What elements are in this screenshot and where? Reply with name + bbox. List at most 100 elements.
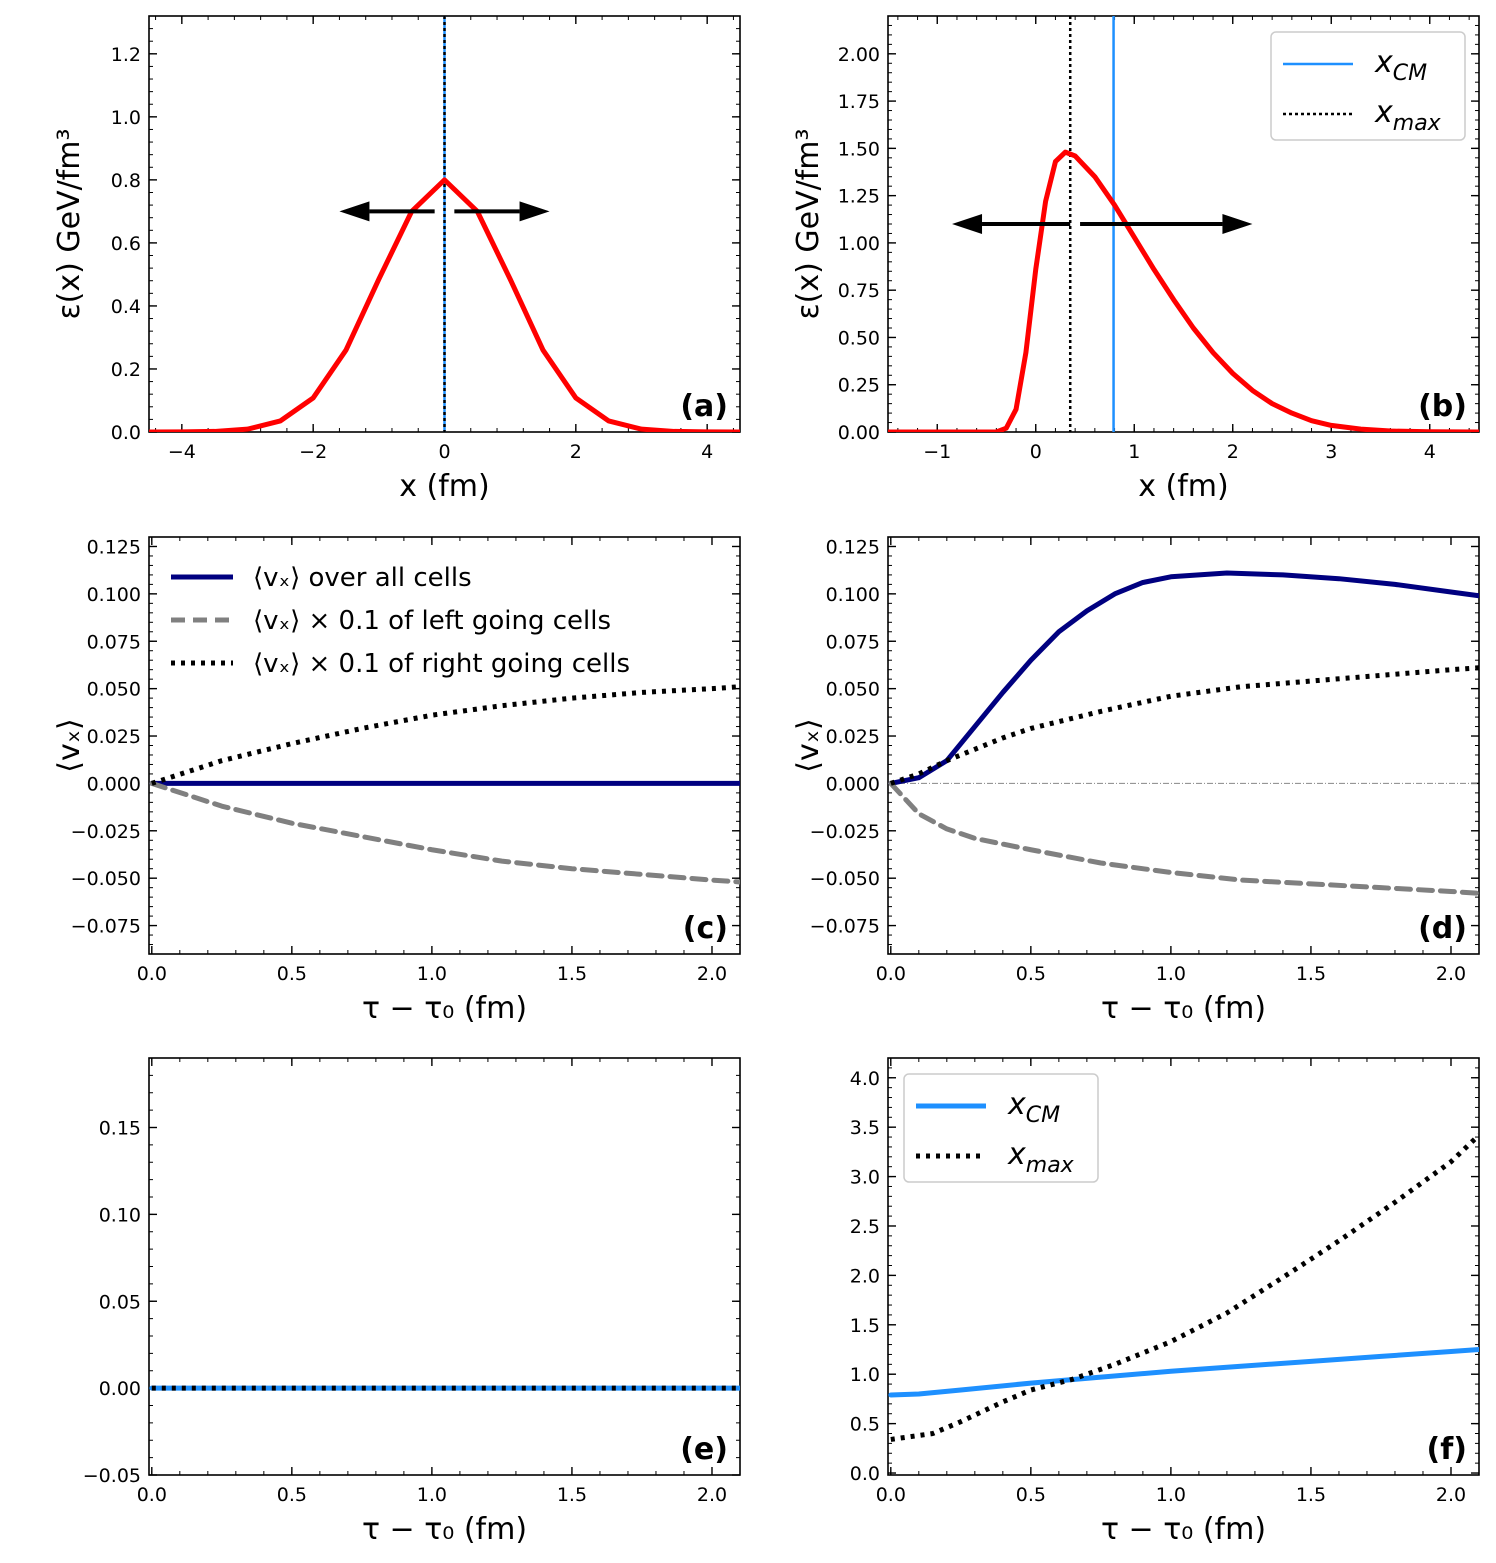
y-tick-label: 0.15 [99, 1118, 141, 1140]
series-line [149, 780, 740, 885]
legend-box [903, 1073, 1099, 1183]
y-tick-label: 0.025 [826, 726, 880, 748]
x-tick-label: 2.0 [1436, 963, 1466, 985]
x-axis-label: τ − τ₀ (fm) [362, 1512, 527, 1547]
legend-label: ⟨vₓ⟩ over all cells [253, 563, 472, 593]
data-layer [149, 684, 740, 885]
data-layer [888, 1133, 1479, 1442]
y-tick-label: 0.25 [838, 375, 880, 397]
x-tick-label: 0.5 [277, 1484, 307, 1506]
arrow-head [1222, 214, 1253, 234]
y-tick-label: 0.075 [826, 631, 880, 653]
series-line [889, 665, 1479, 786]
legend-label: ⟨vₓ⟩ × 0.1 of right going cells [253, 649, 630, 679]
series-line [888, 149, 1479, 432]
x-axis-label: x (fm) [1138, 469, 1228, 504]
x-tick-label: 0.0 [137, 963, 167, 985]
series-line [890, 1133, 1479, 1442]
x-tick-label: 1.0 [417, 1484, 447, 1506]
panel-a: −4 −2 0 2 4 0.0 0.2 0.4 0.6 0.8 1.0 1.2 x (fm) ε(x) G… [52, 15, 741, 504]
x-axis-label: τ − τ₀ (fm) [362, 991, 527, 1026]
y-tick-label: 1.0 [850, 1364, 880, 1386]
panel-label: (c) [683, 911, 728, 946]
y-axis-label: ⟨vₓ⟩ [791, 718, 826, 772]
panel-f: 0.0 0.5 1.0 1.5 2.0 0.0 0.5 1.0 1.5 2.0 2.5 3.0 3.5 4… [850, 1057, 1480, 1547]
x-tick-label: 0 [438, 441, 450, 463]
x-tick-label: 1.5 [557, 963, 587, 985]
y-tick-label: −0.025 [810, 821, 880, 843]
plot-frame [148, 536, 741, 955]
y-tick-label: 0.00 [838, 422, 880, 444]
x-tick-label: 2.0 [1436, 1484, 1466, 1506]
panel-label: (f) [1427, 1432, 1467, 1467]
y-tick-label: −0.050 [810, 868, 880, 890]
x-tick-label: 0.0 [876, 1484, 906, 1506]
panel-label: (e) [680, 1432, 728, 1467]
x-tick-label: −4 [168, 441, 196, 463]
data-layer [888, 570, 1479, 896]
y-tick-label: 0.050 [826, 679, 880, 701]
x-tick-label: 2 [570, 441, 582, 463]
y-tick-label: 0.050 [87, 679, 141, 701]
x-tick-label: 4 [1424, 441, 1436, 463]
y-tick-label: −0.025 [71, 821, 141, 843]
y-tick-label: 2.00 [838, 44, 880, 66]
y-tick-label: 0.100 [826, 584, 880, 606]
x-tick-label: 0.5 [1016, 963, 1046, 985]
y-tick-label: 2.5 [850, 1216, 880, 1238]
legend-label: xCM [1007, 1087, 1060, 1128]
y-tick-label: 1.75 [838, 91, 880, 113]
x-tick-label: 4 [701, 441, 713, 463]
y-tick-label: 0.125 [87, 536, 141, 558]
x-axis-label: τ − τ₀ (fm) [1101, 991, 1266, 1026]
y-tick-label: 1.5 [850, 1315, 880, 1337]
panel-e: 0.0 0.5 1.0 1.5 2.0 −0.05 0.00 0.05 0.10 0.15 τ − … [83, 1057, 741, 1547]
x-tick-label: 1.5 [1296, 1484, 1326, 1506]
panel-c: 0.0 0.5 1.0 1.5 2.0 −0.075 −0.050 −0.025 0.000 0.… [52, 536, 741, 1026]
y-tick-label: 0.2 [111, 359, 141, 381]
x-tick-label: 0.5 [277, 963, 307, 985]
series-line [888, 570, 1479, 786]
x-tick-label: 0 [1030, 441, 1042, 463]
y-tick-label: 1.50 [838, 138, 880, 160]
legend-label: xCM [1374, 45, 1427, 86]
plot-frame [887, 1057, 1480, 1476]
x-tick-label: 1.5 [1296, 963, 1326, 985]
y-tick-label: −0.075 [71, 916, 141, 938]
x-tick-label: 2.0 [697, 1484, 727, 1506]
x-tick-label: 1.5 [557, 1484, 587, 1506]
panel-label: (d) [1418, 911, 1467, 946]
y-tick-label: 4.0 [850, 1068, 880, 1090]
y-tick-label: 0.50 [838, 327, 880, 349]
arrow-head [952, 214, 983, 234]
y-tick-label: −0.075 [810, 916, 880, 938]
y-tick-label: 1.25 [838, 186, 880, 208]
series-line [149, 177, 740, 432]
x-tick-label: −1 [923, 441, 951, 463]
x-tick-label: 1.0 [1156, 1484, 1186, 1506]
legend-label: xmax [1007, 1137, 1075, 1178]
y-axis-label: ε(x) GeV/fm³ [791, 128, 826, 319]
y-tick-label: 1.0 [111, 107, 141, 129]
y-tick-label: −0.05 [83, 1465, 141, 1487]
x-axis-label: x (fm) [399, 469, 489, 504]
y-tick-label: 1.00 [838, 233, 880, 255]
y-tick-label: 0.0 [111, 422, 141, 444]
y-tick-label: 0.125 [826, 536, 880, 558]
plot-frame [148, 1057, 741, 1476]
y-tick-label: 0.05 [99, 1291, 141, 1313]
x-tick-label: 3 [1325, 441, 1337, 463]
y-tick-label: 1.2 [111, 44, 141, 66]
y-axis-label: ε(x) GeV/fm³ [52, 128, 87, 319]
series-line [888, 1347, 1479, 1398]
x-tick-label: 0.5 [1016, 1484, 1046, 1506]
x-tick-label: 2.0 [697, 963, 727, 985]
y-tick-label: 0.6 [111, 233, 141, 255]
panel-d: 0.0 0.5 1.0 1.5 2.0 −0.075 −0.050 −0.025 0.000 0.… [791, 536, 1480, 1026]
y-tick-label: 0.075 [87, 631, 141, 653]
y-tick-label: 0.000 [826, 773, 880, 795]
data-layer [149, 16, 740, 432]
y-tick-label: 2.0 [850, 1265, 880, 1287]
y-axis-label: ⟨vₓ⟩ [52, 718, 87, 772]
